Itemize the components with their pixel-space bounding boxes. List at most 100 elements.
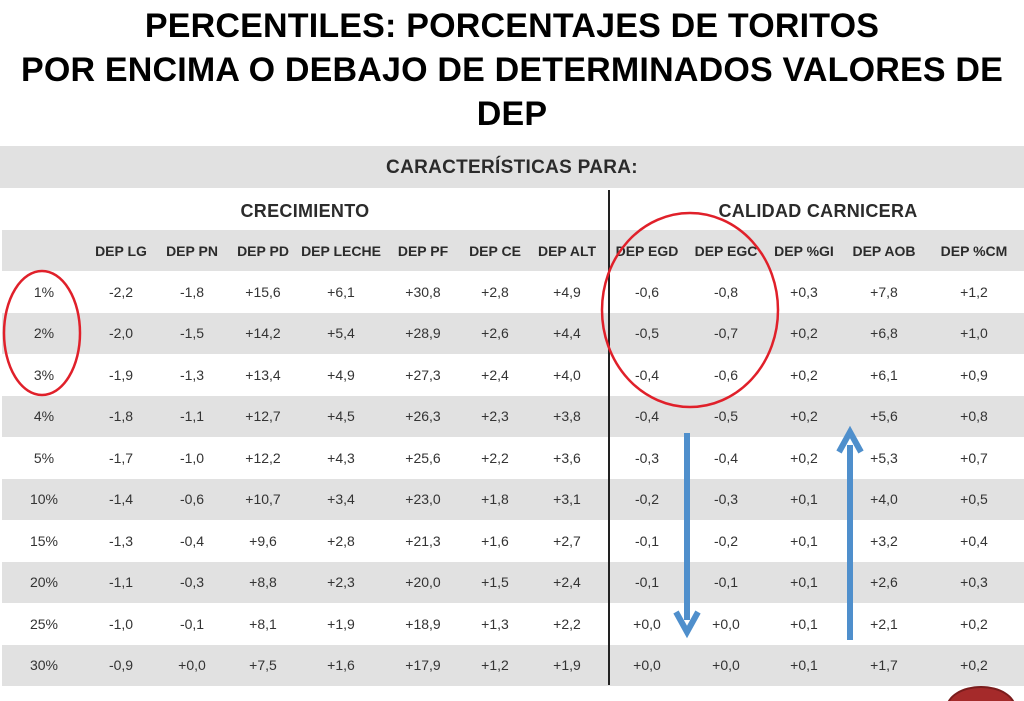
value-cell: +20,0 <box>384 561 462 603</box>
value-cell: -0,6 <box>713 366 739 383</box>
value-cell: +27,3 <box>405 366 441 383</box>
value-cell: +14,2 <box>228 312 298 354</box>
value-cell: +5,6 <box>844 395 924 437</box>
value-cell: -1,9 <box>108 366 134 383</box>
caption-band <box>0 146 1024 188</box>
column-header: DEP %CM <box>924 230 1024 271</box>
value-cell: +9,6 <box>249 532 277 549</box>
table-row: 25% -1,0 -0,1 +8,1 +1,9 +18,9 +1,3 +2,2 +0,0 +0,0… <box>2 603 1024 645</box>
value-cell: +0,4 <box>960 532 988 549</box>
value-cell: +4,0 <box>844 478 924 520</box>
value-cell: +0,2 <box>960 615 988 632</box>
table-row: 1% -2,2 -1,8 +15,6 +6,1 +30,8 +2,8 +4,9 -0,6 -0,8… <box>2 271 1024 313</box>
value-cell: -0,4 <box>606 395 688 437</box>
value-cell: +0,1 <box>790 532 818 549</box>
value-cell: +13,4 <box>245 366 281 383</box>
value-cell: +1,8 <box>462 478 528 520</box>
table-row: 2% -2,0 -1,5 +14,2 +5,4 +28,9 +2,6 +4,4 -0,5 -0,7… <box>2 312 1024 354</box>
value-cell: +0,0 <box>712 615 740 632</box>
title-line-1: PERCENTILES: PORCENTAJES DE TORITOS <box>144 7 880 45</box>
value-cell: +2,2 <box>553 615 581 632</box>
value-cell: +1,6 <box>298 644 384 686</box>
value-cell: -2,2 <box>108 283 134 300</box>
value-cell: +0,1 <box>764 478 844 520</box>
column-header-percentile <box>2 230 86 271</box>
value-cell: +0,3 <box>790 283 818 300</box>
value-cell: +4,0 <box>553 366 581 383</box>
group-divider <box>608 190 610 685</box>
value-cell: -0,7 <box>688 312 764 354</box>
percentile-cell: 20% <box>2 561 86 603</box>
page-title: PERCENTILES: PORCENTAJES DE TORITOS POR … <box>0 4 1024 136</box>
value-cell: +6,1 <box>870 366 898 383</box>
value-cell: -1,5 <box>156 312 228 354</box>
value-cell: +2,6 <box>462 312 528 354</box>
value-cell: +0,8 <box>924 395 1024 437</box>
percentile-cell: 25% <box>29 615 59 632</box>
value-cell: +4,9 <box>553 283 581 300</box>
value-cell: -0,3 <box>634 449 660 466</box>
percentile-table: DEP LG DEP PN DEP PD DEP LECHE DEP PF DEP CE D… <box>2 230 1024 686</box>
value-cell: -1,7 <box>108 449 134 466</box>
table-row: 15% -1,3 -0,4 +9,6 +2,8 +21,3 +1,6 +2,7 -0,1 -0,2… <box>2 520 1024 562</box>
table-row: 3% -1,9 -1,3 +13,4 +4,9 +27,3 +2,4 +4,0 -0,4 -0,6… <box>2 354 1024 396</box>
value-cell: +2,6 <box>844 561 924 603</box>
table-row: 20% -1,1 -0,3 +8,8 +2,3 +20,0 +1,5 +2,4 -0,1 -0,1… <box>2 561 1024 603</box>
value-cell: +2,1 <box>870 615 898 632</box>
value-cell: +3,1 <box>528 478 606 520</box>
value-cell: -0,4 <box>179 532 205 549</box>
value-cell: +7,8 <box>870 283 898 300</box>
group-label-carcass: CALIDAD CARNICERA <box>718 201 918 221</box>
value-cell: +0,0 <box>688 644 764 686</box>
value-cell: +1,9 <box>327 615 355 632</box>
value-cell: +1,9 <box>528 644 606 686</box>
percentile-cell: 5% <box>33 449 55 466</box>
value-cell: -0,6 <box>634 283 660 300</box>
value-cell: +2,7 <box>553 532 581 549</box>
value-cell: -0,3 <box>688 478 764 520</box>
value-cell: -1,0 <box>108 615 134 632</box>
value-cell: +3,6 <box>553 449 581 466</box>
value-cell: +18,9 <box>405 615 441 632</box>
value-cell: +0,1 <box>790 615 818 632</box>
value-cell: +1,3 <box>481 615 509 632</box>
percentile-cell: 4% <box>2 395 86 437</box>
percentile-cell: 10% <box>2 478 86 520</box>
value-cell: +0,2 <box>924 644 1024 686</box>
value-cell: -0,9 <box>86 644 156 686</box>
value-cell: +1,5 <box>462 561 528 603</box>
value-cell: +4,3 <box>327 449 355 466</box>
column-header: DEP EGD <box>606 230 688 271</box>
table-row: 4% -1,8 -1,1 +12,7 +4,5 +26,3 +2,3 +3,8 -0,4 -0,5… <box>2 395 1024 437</box>
value-cell: +28,9 <box>384 312 462 354</box>
value-cell: +6,8 <box>844 312 924 354</box>
value-cell: +15,6 <box>245 283 281 300</box>
column-header: DEP CE <box>462 230 528 271</box>
value-cell: +4,4 <box>528 312 606 354</box>
table-body: 1% -2,2 -1,8 +15,6 +6,1 +30,8 +2,8 +4,9 -0,6 -0,8… <box>2 271 1024 686</box>
value-cell: +8,1 <box>249 615 277 632</box>
value-cell: +0,2 <box>764 312 844 354</box>
value-cell: +1,0 <box>924 312 1024 354</box>
caption-text: CARACTERÍSTICAS PARA: <box>386 157 638 178</box>
title-line-3: DEP <box>476 95 548 133</box>
value-cell: -1,0 <box>179 449 205 466</box>
value-cell: +0,3 <box>924 561 1024 603</box>
value-cell: +2,8 <box>481 283 509 300</box>
column-header: DEP LG <box>86 230 156 271</box>
value-cell: +7,5 <box>228 644 298 686</box>
percentile-cell: 1% <box>33 283 55 300</box>
value-cell: +10,7 <box>228 478 298 520</box>
value-cell: +3,8 <box>528 395 606 437</box>
value-cell: +0,0 <box>633 615 661 632</box>
value-cell: -1,4 <box>86 478 156 520</box>
group-label-growth: CRECIMIENTO <box>240 201 370 221</box>
value-cell: -0,2 <box>713 532 739 549</box>
value-cell: +3,4 <box>298 478 384 520</box>
value-cell: -2,0 <box>86 312 156 354</box>
value-cell: +1,7 <box>844 644 924 686</box>
value-cell: +2,2 <box>481 449 509 466</box>
column-header: DEP PN <box>156 230 228 271</box>
value-cell: +17,9 <box>384 644 462 686</box>
